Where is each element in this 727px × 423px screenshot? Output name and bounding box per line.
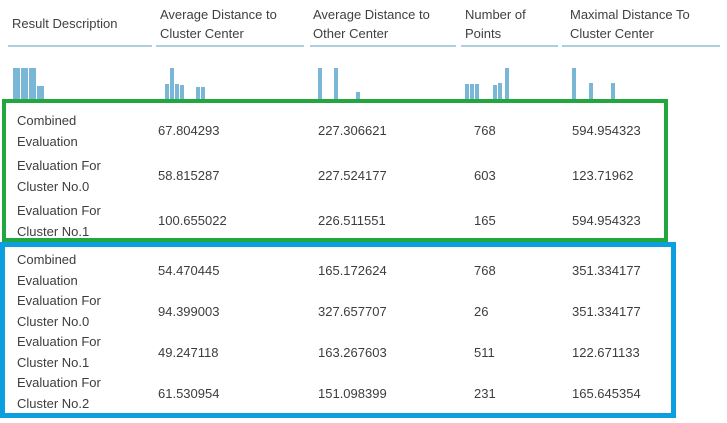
- cell-avg-distance-other-center: 226.511551: [318, 213, 386, 228]
- cell-result-description: Evaluation For Cluster No.1: [0, 198, 154, 243]
- row-label: Evaluation For Cluster No.1: [17, 334, 101, 370]
- table-row: Combined Evaluation 67.804293 227.306621…: [0, 108, 727, 153]
- histogram-icon: [306, 47, 360, 100]
- histogram-icon: [458, 47, 509, 100]
- row-label: Evaluation For Cluster No.0: [17, 293, 101, 329]
- histogram-bar: [611, 83, 615, 100]
- cell-maximal-distance: 594.954323: [572, 213, 641, 228]
- cell-maximal-distance: 123.71962: [572, 168, 634, 183]
- cell-result-description: Evaluation For Cluster No.2: [0, 372, 154, 414]
- table-row: Evaluation For Cluster No.0 58.815287 22…: [0, 153, 727, 198]
- column-header-avg-distance-other-center[interactable]: Average Distance to Other Center: [306, 0, 458, 47]
- cell-result-description: Evaluation For Cluster No.1: [0, 331, 154, 373]
- cell-maximal-distance: 351.334177: [572, 303, 641, 319]
- cell-avg-distance-cluster-center: 54.470445: [158, 262, 220, 278]
- histogram-number-of-points[interactable]: [458, 47, 560, 100]
- cell-avg-distance-other-center: 151.098399: [318, 385, 387, 401]
- cell-number-of-points: 165: [474, 213, 496, 228]
- cell-avg-distance-cluster-center: 67.804293: [158, 123, 220, 138]
- cell-maximal-distance: 351.334177: [572, 262, 641, 278]
- row-label: Combined Evaluation: [17, 252, 78, 288]
- histogram-bar: [572, 68, 576, 100]
- cell-avg-distance-other-center: 227.306621: [318, 123, 387, 138]
- histogram-result-description[interactable]: [0, 47, 154, 100]
- histogram-bar: [318, 68, 322, 100]
- cell-number-of-points: 603: [474, 168, 496, 183]
- column-header-result-description[interactable]: Result Description: [0, 0, 154, 47]
- cell-number-of-points: 231: [474, 385, 496, 401]
- cell-avg-distance-other-center: 227.524177: [318, 168, 387, 183]
- histogram-bar: [505, 68, 509, 100]
- cell-result-description: Evaluation For Cluster No.0: [0, 153, 154, 198]
- histogram-icon: [154, 47, 205, 100]
- cell-number-of-points: 511: [474, 344, 495, 360]
- cell-avg-distance-cluster-center: 61.530954: [158, 385, 220, 401]
- histogram-bar: [334, 68, 338, 100]
- histogram-bar: [470, 84, 474, 100]
- cell-avg-distance-other-center: 327.657707: [318, 303, 387, 319]
- histogram-bar: [180, 85, 184, 100]
- cell-number-of-points: 768: [474, 262, 496, 278]
- histogram-icon: [560, 47, 615, 100]
- cell-number-of-points: 768: [474, 123, 496, 138]
- cell-avg-distance-other-center: 163.267603: [318, 344, 387, 360]
- histogram-icon: [0, 47, 44, 100]
- column-histograms-row: [0, 47, 727, 100]
- column-header-label: Average Distance to Cluster Center: [160, 6, 277, 41]
- histogram-bar: [475, 84, 479, 100]
- column-header-maximal-distance-cluster-center[interactable]: Maximal Distance To Cluster Center: [560, 0, 727, 47]
- table-row: Evaluation For Cluster No.1 100.655022 2…: [0, 198, 727, 243]
- cell-avg-distance-other-center: 165.172624: [318, 262, 387, 278]
- cell-avg-distance-cluster-center: 58.815287: [158, 168, 220, 183]
- histogram-bar: [37, 86, 44, 100]
- table-row: Evaluation For Cluster No.2 61.530954 15…: [0, 372, 727, 413]
- histogram-bar: [493, 85, 497, 100]
- histogram-bar: [589, 83, 593, 100]
- histogram-bar: [196, 87, 200, 100]
- row-label: Evaluation For Cluster No.1: [17, 202, 101, 239]
- histogram-bar: [165, 84, 169, 100]
- table-header-row: Result Description Average Distance to C…: [0, 0, 727, 47]
- column-header-number-of-points[interactable]: Number of Points: [458, 0, 560, 47]
- cell-number-of-points: 26: [474, 303, 489, 319]
- histogram-avg-distance-other-center[interactable]: [306, 47, 458, 100]
- column-header-label: Maximal Distance To Cluster Center: [570, 6, 690, 41]
- table-row: Evaluation For Cluster No.1 49.247118 16…: [0, 331, 727, 372]
- histogram-maximal-distance-cluster-center[interactable]: [560, 47, 727, 100]
- histogram-bar: [201, 87, 205, 100]
- histogram-bar: [21, 68, 28, 100]
- cell-maximal-distance: 122.671133: [572, 344, 640, 360]
- histogram-bar: [498, 83, 502, 100]
- table-row: Evaluation For Cluster No.0 94.399003 32…: [0, 290, 727, 331]
- histogram-bar: [175, 84, 179, 100]
- row-label: Evaluation For Cluster No.2: [17, 375, 101, 411]
- cell-maximal-distance: 594.954323: [572, 123, 641, 138]
- blue-annotated-section: Combined Evaluation 54.470445 165.172624…: [0, 249, 727, 413]
- column-header-label: Average Distance to Other Center: [313, 6, 430, 41]
- cell-maximal-distance: 165.645354: [572, 385, 641, 401]
- column-header-avg-distance-cluster-center[interactable]: Average Distance to Cluster Center: [154, 0, 306, 47]
- column-header-label: Result Description: [12, 16, 118, 31]
- histogram-bar: [356, 92, 360, 100]
- histogram-bar: [170, 68, 174, 100]
- green-annotated-section: Combined Evaluation 67.804293 227.306621…: [0, 108, 727, 243]
- cell-result-description: Combined Evaluation: [0, 108, 154, 153]
- cell-avg-distance-cluster-center: 100.655022: [158, 213, 227, 228]
- row-label: Combined Evaluation: [17, 112, 78, 149]
- histogram-avg-distance-cluster-center[interactable]: [154, 47, 306, 100]
- table-row: Combined Evaluation 54.470445 165.172624…: [0, 249, 727, 290]
- column-header-label: Number of Points: [465, 6, 526, 41]
- histogram-bar: [29, 68, 36, 100]
- histogram-bar: [13, 68, 20, 100]
- cell-avg-distance-cluster-center: 49.247118: [158, 344, 219, 360]
- cell-result-description: Combined Evaluation: [0, 249, 154, 291]
- row-label: Evaluation For Cluster No.0: [17, 157, 101, 194]
- cell-result-description: Evaluation For Cluster No.0: [0, 290, 154, 332]
- cell-avg-distance-cluster-center: 94.399003: [158, 303, 220, 319]
- histogram-bar: [465, 84, 469, 100]
